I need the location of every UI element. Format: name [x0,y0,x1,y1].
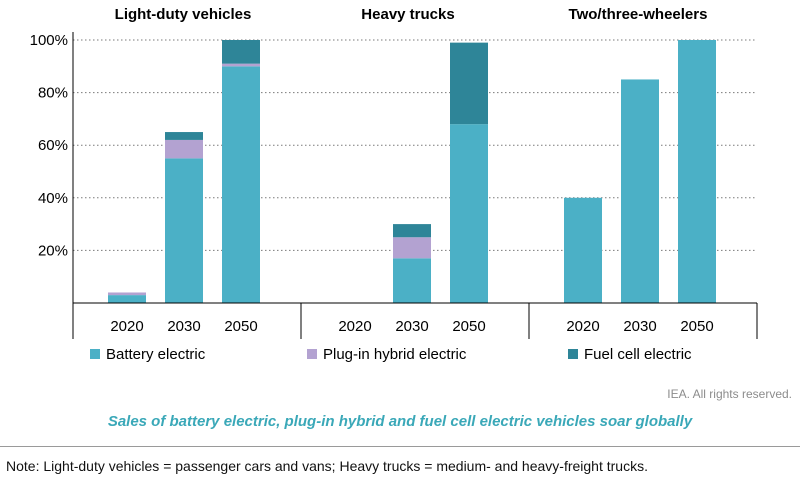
bar-segment [450,42,488,125]
legend-swatch [90,349,100,359]
bar-segment [393,237,431,259]
legend-swatch [307,349,317,359]
x-tick-label: 2030 [167,318,200,335]
panel-title: Two/three-wheelers [569,6,708,23]
legend-label: Plug-in hybrid electric [323,346,467,363]
y-tick-label: 80% [38,85,68,102]
x-tick-label: 2030 [395,318,428,335]
x-tick-label: 2050 [224,318,257,335]
panel-title: Heavy trucks [361,6,454,23]
legend-swatch [568,349,578,359]
y-tick-label: 40% [38,190,68,207]
divider [0,446,800,447]
y-tick-label: 60% [38,137,68,154]
y-tick-label: 20% [38,242,68,259]
bar-segment [108,292,146,296]
footnote: Note: Light-duty vehicles = passenger ca… [6,458,648,474]
x-tick-label: 2050 [452,318,485,335]
bar-segment [165,139,203,159]
bar-segment [222,66,260,303]
chart-caption: Sales of battery electric, plug-in hybri… [107,413,693,430]
legend-label: Fuel cell electric [584,346,692,363]
bar-segment [393,258,431,303]
legend-item: Fuel cell electric [568,346,692,363]
legend-item: Plug-in hybrid electric [307,346,467,363]
bar-segment [222,40,260,64]
panel-titles: Light-duty vehicles Heavy trucks Two/three… [115,6,708,23]
legend-label: Battery electric [106,346,206,363]
x-tick-label: 2050 [680,318,713,335]
x-tick-label: 2020 [566,318,599,335]
x-axis: 2020 2030 2050 2020 2030 2050 2020 2030 2050 [72,302,758,339]
panel-title: Light-duty vehicles [115,6,252,23]
x-tick-label: 2020 [110,318,143,335]
bar-segment [678,40,716,303]
x-tick-label: 2030 [623,318,656,335]
bar-segment [165,158,203,303]
stacked-bar-chart: 20% 40% 60% 80% 100% 2020 2030 2050 2020 2030 205… [30,6,758,363]
legend: Battery electric Plug-in hybrid electric F… [90,346,692,363]
y-axis: 20% 40% 60% 80% 100% [30,32,74,303]
bar-segment [621,79,659,303]
bar-segment [165,132,203,140]
y-tick-label: 100% [30,32,68,49]
bar-segment [108,295,146,303]
legend-item: Battery electric [90,346,206,363]
x-tick-label: 2020 [338,318,371,335]
bar-segment [393,224,431,238]
bar-segment [222,63,260,67]
bar-segment [450,124,488,303]
bar-segment [564,197,602,303]
bars [108,40,716,303]
rights-text: IEA. All rights reserved. [667,387,792,401]
